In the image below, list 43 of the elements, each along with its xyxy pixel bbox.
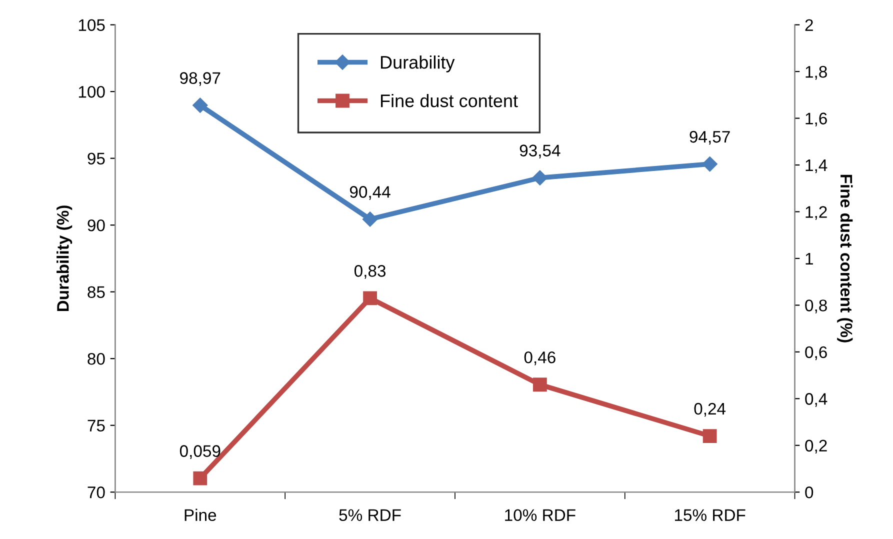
y-tick-label: 85 xyxy=(88,286,105,298)
data-label: 93,54 xyxy=(520,144,560,158)
y-tick-label: 80 xyxy=(88,352,105,365)
y2-tick-label: 0,4 xyxy=(805,393,828,407)
y-tick-label: 100 xyxy=(78,86,105,98)
legend-label: Durability xyxy=(380,55,455,72)
data-label: 0,24 xyxy=(694,402,726,417)
legend-label: Fine dust content xyxy=(380,94,518,108)
y-tick-label: 105 xyxy=(78,19,105,31)
point xyxy=(532,378,547,392)
x-tick-label: 10% RDF xyxy=(505,509,576,522)
data-label: 0,46 xyxy=(524,351,556,366)
y2-tick-label: 0,8 xyxy=(805,300,827,314)
data-label: 0,059 xyxy=(180,445,220,459)
point xyxy=(193,471,208,486)
y2-axis-title: Fine dust content (%) xyxy=(837,174,853,342)
data-label: 90,44 xyxy=(350,186,390,200)
data-label: 98,97 xyxy=(180,72,220,86)
y-tick-label: 90 xyxy=(88,219,105,232)
y2-tick-label: 0 xyxy=(805,486,814,498)
point xyxy=(702,429,717,443)
y2-tick-label: 2 xyxy=(805,19,813,31)
y2-tick-label: 1,8 xyxy=(806,66,827,80)
y2-tick-label: 0,6 xyxy=(805,346,827,360)
x-tick-label: Pine xyxy=(184,508,216,522)
data-label: 94,57 xyxy=(690,130,730,145)
y2-tick-label: 0,2 xyxy=(805,440,827,454)
point xyxy=(532,170,548,186)
x-tick-label: 15% RDF xyxy=(674,509,746,522)
data-label: 0,83 xyxy=(354,265,386,279)
y2-tick-label: 1,4 xyxy=(806,160,828,174)
y-tick-label: 75 xyxy=(88,420,105,432)
x-tick-label: 5% RDF xyxy=(339,509,401,522)
y-tick-label: 95 xyxy=(88,152,105,165)
point xyxy=(702,156,718,172)
point xyxy=(192,98,208,113)
point xyxy=(363,291,377,306)
point xyxy=(362,212,378,227)
y2-tick-label: 1,2 xyxy=(806,206,827,220)
y-axis-title: Durability (%) xyxy=(56,206,72,312)
y2-tick-label: 1 xyxy=(806,253,813,264)
y-tick-label: 70 xyxy=(88,486,105,498)
y2-tick-label: 1,6 xyxy=(806,112,827,126)
